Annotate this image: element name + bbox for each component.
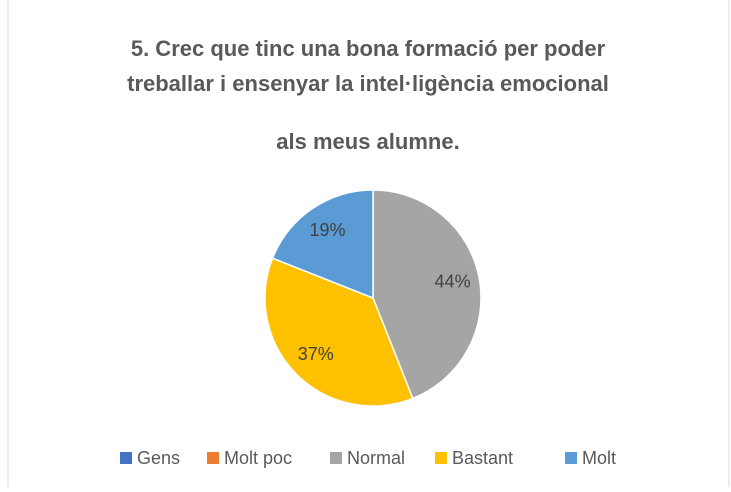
legend-swatch [330, 452, 342, 464]
pie-slice [271, 189, 374, 300]
legend-label: Molt poc [224, 448, 292, 468]
legend-label: Molt [582, 448, 616, 468]
legend-swatch [565, 452, 577, 464]
data-label: 19% [309, 220, 345, 240]
pie-slice [264, 257, 414, 407]
legend-label: Gens [137, 448, 180, 468]
legend-label: Normal [347, 448, 405, 468]
data-label: 44% [435, 272, 471, 292]
legend-label: Bastant [452, 448, 513, 468]
legend-swatch [435, 452, 447, 464]
legend-swatch [207, 452, 219, 464]
legend-swatch [120, 452, 132, 464]
chart-title: 5. Crec que tinc una bona formació per p… [131, 36, 606, 61]
pie-slice [372, 189, 482, 400]
data-label: 37% [298, 344, 334, 364]
chart-title: treballar i ensenyar la intel·ligència e… [127, 71, 609, 96]
chart-title: als meus alumne. [276, 129, 459, 154]
